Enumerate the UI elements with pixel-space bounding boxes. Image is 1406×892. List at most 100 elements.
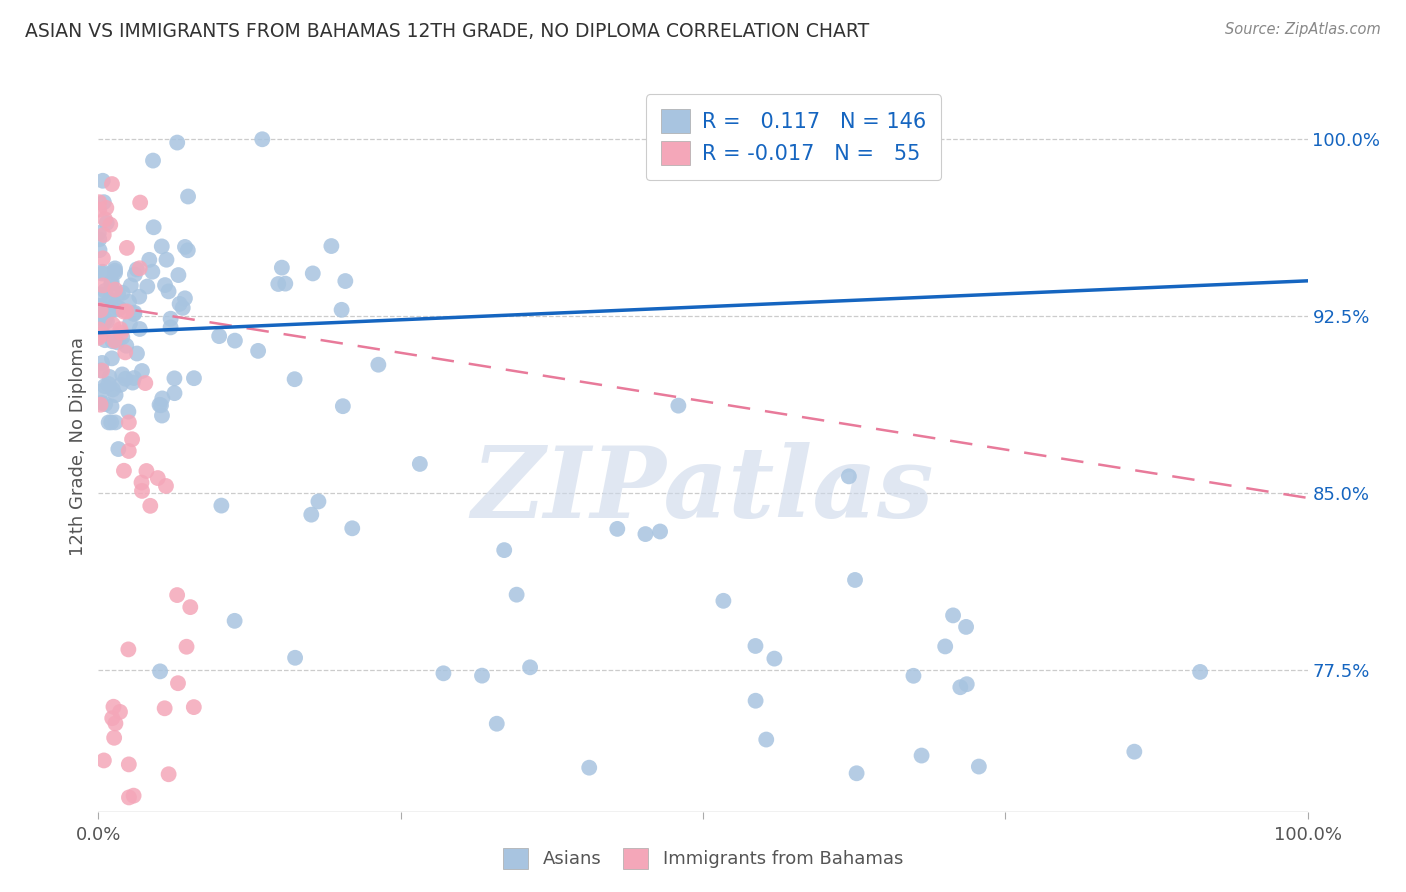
Point	[166, 588, 188, 602]
Point	[148, 398, 170, 412]
Point	[505, 588, 527, 602]
Point	[177, 244, 200, 258]
Point	[94, 333, 117, 347]
Point	[209, 499, 232, 513]
Point	[96, 314, 118, 328]
Point	[163, 386, 186, 401]
Point	[115, 304, 138, 318]
Point	[330, 302, 353, 317]
Point	[87, 226, 110, 240]
Point	[90, 287, 112, 301]
Point	[90, 303, 112, 318]
Point	[159, 320, 181, 334]
Point	[956, 677, 979, 691]
Point	[101, 351, 124, 366]
Point	[131, 483, 153, 498]
Text: ASIAN VS IMMIGRANTS FROM BAHAMAS 12TH GRADE, NO DIPLOMA CORRELATION CHART: ASIAN VS IMMIGRANTS FROM BAHAMAS 12TH GR…	[25, 22, 869, 41]
Point	[270, 260, 292, 275]
Point	[100, 277, 122, 291]
Point	[91, 356, 114, 370]
Point	[139, 499, 162, 513]
Point	[87, 299, 110, 313]
Point	[131, 475, 153, 490]
Point	[100, 400, 122, 414]
Point	[224, 614, 246, 628]
Point	[125, 262, 148, 277]
Point	[90, 306, 112, 320]
Point	[87, 331, 110, 345]
Point	[494, 543, 516, 558]
Point	[104, 283, 127, 297]
Point	[155, 252, 177, 267]
Point	[104, 716, 127, 731]
Point	[89, 195, 111, 210]
Point	[332, 399, 354, 413]
Point	[91, 252, 114, 266]
Point	[120, 278, 142, 293]
Point	[89, 398, 111, 412]
Point	[115, 339, 138, 353]
Point	[606, 522, 628, 536]
Point	[845, 766, 868, 780]
Point	[90, 396, 112, 410]
Point	[174, 240, 197, 254]
Point	[755, 732, 778, 747]
Point	[138, 252, 160, 267]
Point	[124, 268, 146, 282]
Point	[96, 201, 118, 215]
Point	[648, 524, 671, 539]
Point	[115, 241, 138, 255]
Point	[100, 275, 122, 289]
Point	[122, 789, 145, 803]
Point	[96, 216, 118, 230]
Point	[167, 268, 190, 282]
Point	[903, 669, 925, 683]
Point	[128, 261, 150, 276]
Point	[121, 376, 143, 390]
Point	[942, 608, 965, 623]
Point	[104, 298, 127, 312]
Point	[91, 267, 114, 281]
Point	[93, 754, 115, 768]
Point	[342, 521, 364, 535]
Point	[93, 195, 115, 210]
Point	[89, 322, 111, 336]
Point	[100, 416, 122, 430]
Point	[91, 327, 114, 342]
Point	[1123, 745, 1146, 759]
Point	[94, 397, 117, 411]
Point	[183, 371, 205, 385]
Point	[713, 594, 735, 608]
Point	[112, 304, 135, 318]
Point	[91, 364, 114, 378]
Point	[150, 392, 173, 406]
Point	[89, 202, 111, 217]
Point	[91, 174, 114, 188]
Point	[157, 767, 180, 781]
Point	[274, 277, 297, 291]
Point	[118, 416, 141, 430]
Point	[321, 239, 343, 253]
Point	[90, 363, 112, 377]
Point	[121, 432, 143, 446]
Point	[91, 265, 114, 279]
Point	[97, 416, 120, 430]
Point	[163, 371, 186, 385]
Point	[485, 716, 508, 731]
Point	[157, 285, 180, 299]
Point	[432, 666, 454, 681]
Point	[763, 651, 786, 665]
Point	[104, 266, 127, 280]
Point	[101, 711, 124, 725]
Point	[100, 302, 122, 317]
Point	[172, 301, 194, 315]
Point	[910, 748, 932, 763]
Point	[97, 376, 120, 391]
Point	[128, 322, 150, 336]
Point	[107, 286, 129, 301]
Point	[98, 370, 121, 384]
Point	[111, 285, 134, 300]
Point	[97, 295, 120, 310]
Point	[519, 660, 541, 674]
Point	[174, 291, 197, 305]
